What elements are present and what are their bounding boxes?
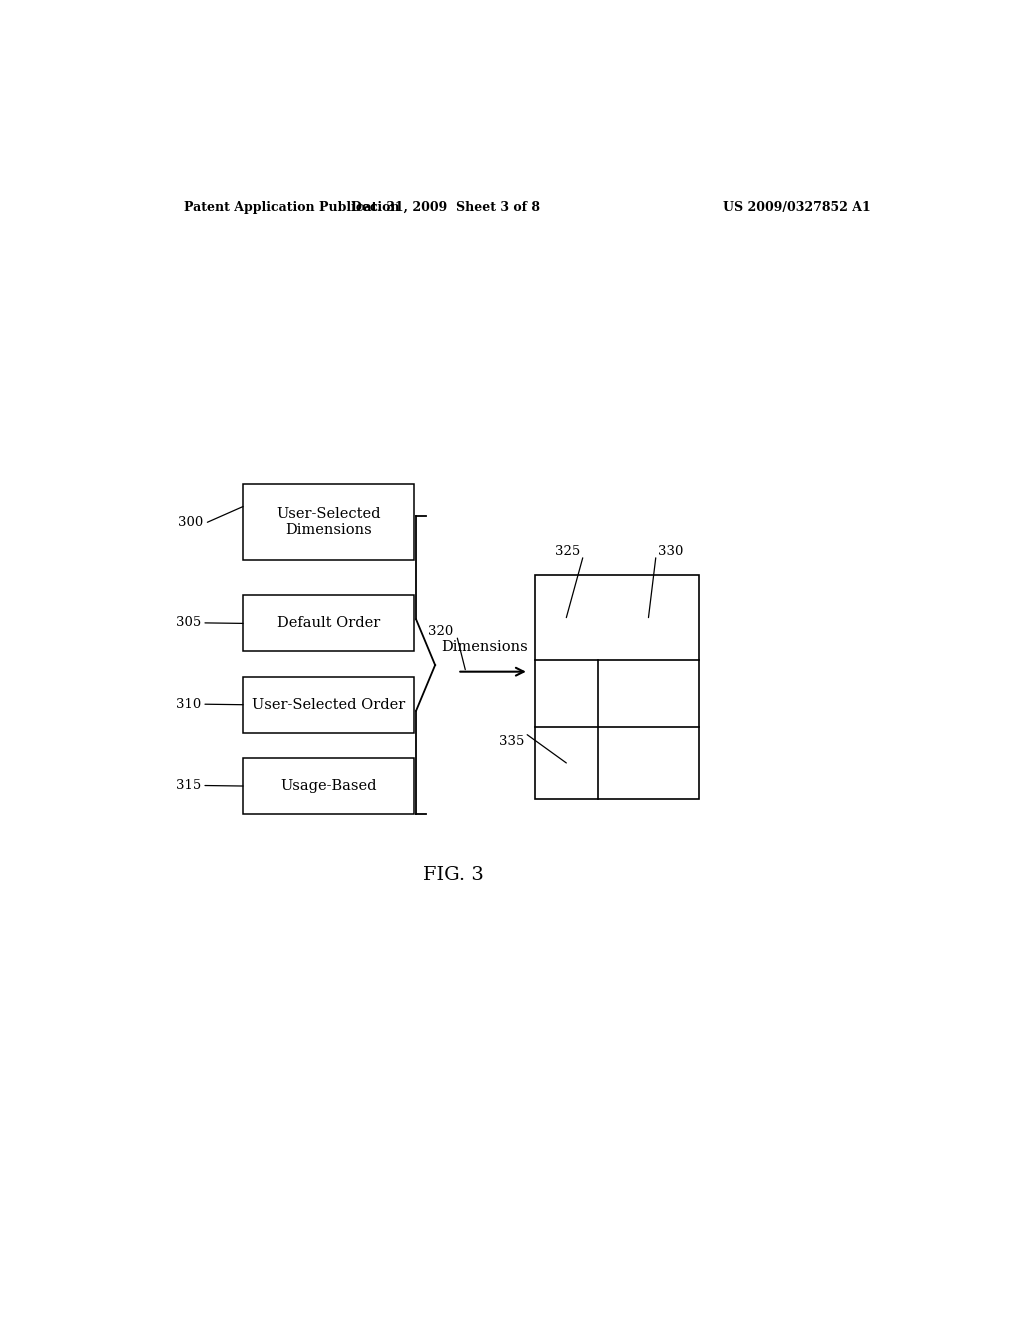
- Bar: [243, 758, 414, 814]
- Text: Dec. 31, 2009  Sheet 3 of 8: Dec. 31, 2009 Sheet 3 of 8: [351, 201, 540, 214]
- Bar: [536, 576, 699, 799]
- Text: 300: 300: [178, 516, 204, 529]
- Bar: [243, 595, 414, 651]
- Text: Dimensions: Dimensions: [441, 640, 528, 655]
- Text: Default Order: Default Order: [276, 616, 380, 631]
- Text: 335: 335: [500, 735, 524, 747]
- Text: 330: 330: [658, 545, 683, 558]
- Text: 315: 315: [176, 779, 201, 792]
- Text: 320: 320: [428, 626, 454, 638]
- Text: 305: 305: [176, 616, 201, 630]
- Text: User-Selected Order: User-Selected Order: [252, 698, 406, 711]
- Bar: [243, 483, 414, 560]
- Text: FIG. 3: FIG. 3: [423, 866, 483, 884]
- Text: US 2009/0327852 A1: US 2009/0327852 A1: [723, 201, 871, 214]
- Text: 310: 310: [176, 698, 201, 710]
- Text: User-Selected
Dimensions: User-Selected Dimensions: [276, 507, 381, 537]
- Bar: [243, 677, 414, 733]
- Text: Patent Application Publication: Patent Application Publication: [183, 201, 399, 214]
- Text: 325: 325: [555, 545, 581, 558]
- Text: Usage-Based: Usage-Based: [281, 779, 377, 793]
